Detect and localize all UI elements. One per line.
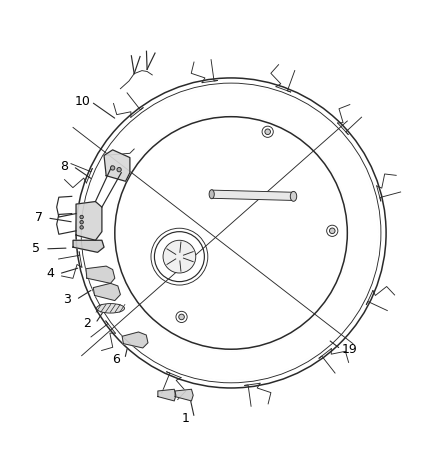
Polygon shape xyxy=(158,389,176,401)
Text: 10: 10 xyxy=(75,95,90,108)
Ellipse shape xyxy=(290,192,297,201)
Circle shape xyxy=(163,240,196,273)
Polygon shape xyxy=(86,266,115,283)
Polygon shape xyxy=(104,150,130,181)
Text: 4: 4 xyxy=(46,267,54,280)
Polygon shape xyxy=(122,332,148,348)
Text: 5: 5 xyxy=(32,242,41,255)
Polygon shape xyxy=(76,202,102,240)
Circle shape xyxy=(265,129,270,135)
Text: 8: 8 xyxy=(60,160,68,173)
Text: 2: 2 xyxy=(83,317,91,330)
Circle shape xyxy=(80,226,83,229)
Ellipse shape xyxy=(209,190,214,199)
Text: 3: 3 xyxy=(64,293,71,306)
Circle shape xyxy=(80,221,83,224)
Text: 1: 1 xyxy=(182,412,190,424)
Ellipse shape xyxy=(96,304,124,313)
Circle shape xyxy=(111,166,115,170)
Polygon shape xyxy=(73,240,104,252)
Circle shape xyxy=(179,314,184,320)
Circle shape xyxy=(80,215,83,219)
Text: 6: 6 xyxy=(112,352,120,366)
Text: 19: 19 xyxy=(342,343,357,356)
Polygon shape xyxy=(93,283,121,300)
Polygon shape xyxy=(175,389,193,401)
Polygon shape xyxy=(212,190,293,200)
Circle shape xyxy=(330,228,335,234)
Text: 7: 7 xyxy=(35,212,43,224)
Circle shape xyxy=(117,168,121,172)
